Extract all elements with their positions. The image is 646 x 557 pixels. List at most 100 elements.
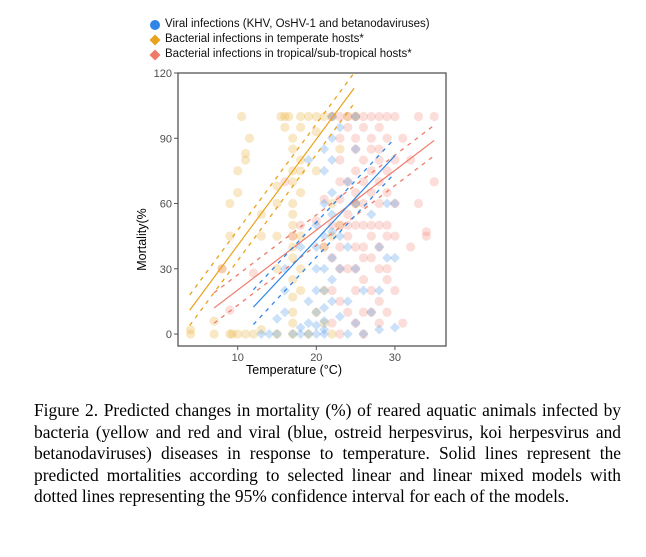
data-point: [288, 209, 298, 219]
y-tick-label: 90: [160, 133, 172, 145]
data-point: [209, 329, 219, 339]
data-point: [358, 275, 369, 285]
data-point: [366, 144, 376, 154]
data-point: [296, 231, 306, 241]
data-point: [225, 329, 235, 339]
data-point: [406, 155, 416, 165]
data-point: [319, 242, 329, 252]
data-point: [374, 198, 384, 209]
data-point: [248, 268, 259, 278]
data-point: [227, 329, 237, 339]
data-point: [327, 296, 338, 307]
legend: Viral infections (KHV, OsHV-1 and betano…: [149, 17, 430, 62]
data-point: [335, 220, 345, 230]
axes: 10 20 30 0 30 60 90 120: [154, 68, 401, 364]
data-point: [389, 252, 400, 263]
data-point: [350, 111, 361, 122]
data-point: [256, 329, 267, 340]
data-point: [358, 285, 369, 296]
data-point: [248, 329, 259, 339]
data-point: [382, 166, 392, 176]
data-point: [209, 316, 219, 326]
data-point: [311, 307, 322, 318]
data-point: [358, 220, 369, 230]
data-point: [240, 155, 251, 165]
data-point: [335, 177, 345, 187]
y-tick-label: 0: [166, 329, 172, 341]
data-point: [319, 165, 330, 176]
y-axis-title: Mortality(%: [135, 208, 149, 271]
data-point: [382, 307, 392, 317]
data-point: [343, 264, 353, 274]
legend-symbol-circle: [150, 19, 160, 30]
data-point: [389, 322, 400, 333]
data-point: [311, 216, 321, 226]
data-point: [240, 148, 251, 159]
data-point: [280, 111, 290, 122]
data-point: [233, 188, 243, 198]
data-point: [217, 264, 227, 274]
data-point: [358, 329, 369, 340]
data-point: [327, 285, 337, 296]
data-point: [319, 242, 329, 252]
data-point: [327, 226, 338, 237]
data-point: [366, 188, 376, 198]
plot-panel-border: [177, 72, 447, 347]
data-point: [335, 264, 345, 274]
data-point: [351, 111, 361, 122]
data-point: [327, 133, 338, 144]
data-point: [288, 292, 298, 302]
data-point: [264, 329, 275, 340]
ci-line-viral-lower: [252, 172, 396, 325]
data-point: [382, 275, 392, 285]
data-point: [284, 111, 294, 122]
fit-line-tropical: [213, 139, 435, 309]
legend-symbol-diamond: [149, 33, 161, 46]
data-point: [335, 155, 345, 165]
data-point: [374, 285, 385, 296]
x-tick-label: 20: [310, 352, 322, 364]
data-point: [272, 181, 282, 191]
data-point: [358, 122, 369, 132]
data-point: [350, 318, 361, 329]
data-point: [185, 325, 196, 335]
data-point: [303, 155, 314, 166]
data-point: [374, 122, 384, 132]
data-point: [296, 285, 306, 296]
legend-item-viral: Viral infections (KHV, OsHV-1 and betano…: [150, 17, 430, 32]
data-point: [288, 198, 298, 209]
data-point: [366, 253, 376, 263]
data-point: [382, 264, 392, 274]
data-point: [327, 329, 337, 339]
data-point: [343, 209, 353, 219]
data-point: [342, 242, 353, 253]
data-point: [296, 122, 306, 132]
data-point: [358, 155, 369, 165]
data-point: [303, 111, 314, 122]
data-point: [217, 264, 227, 274]
data-point: [311, 127, 321, 137]
data-point: [327, 318, 337, 328]
data-point: [343, 122, 353, 132]
data-point: [374, 155, 384, 165]
data-point: [351, 133, 361, 143]
data-point: [358, 329, 369, 339]
data-point: [390, 231, 400, 241]
data-point: [335, 296, 345, 307]
data-point: [311, 285, 322, 296]
data-point: [382, 231, 392, 241]
data-point: [350, 263, 361, 274]
data-point: [296, 188, 306, 198]
data-point: [295, 322, 306, 333]
data-point: [237, 111, 247, 122]
data-point: [366, 111, 376, 122]
data-point: [351, 166, 361, 176]
data-point: [382, 111, 392, 122]
data-point: [390, 155, 400, 165]
data-point: [327, 274, 338, 285]
data-point: [288, 307, 298, 317]
data-point: [288, 220, 298, 230]
y-tick-label: 120: [154, 68, 172, 80]
data-point: [303, 329, 314, 340]
data-point: [272, 264, 282, 274]
